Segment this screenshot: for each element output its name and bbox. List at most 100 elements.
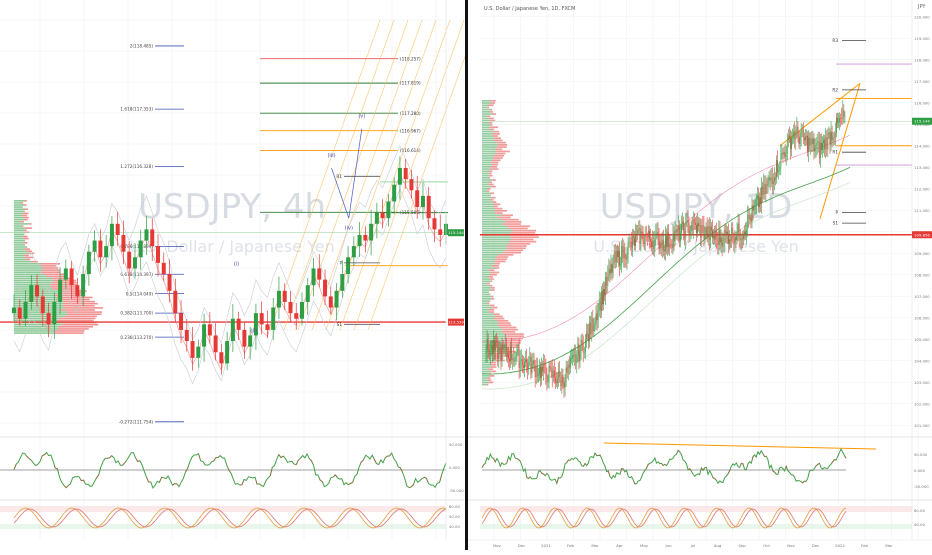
price-tick-label: 113.000 xyxy=(914,165,930,170)
volume-bar-up xyxy=(482,122,488,124)
volume-bar-down xyxy=(488,379,492,381)
candle-body xyxy=(704,226,705,239)
volume-bar-down xyxy=(24,229,26,231)
volume-bar-down xyxy=(491,162,499,164)
volume-bar-up xyxy=(482,349,500,351)
candle-body xyxy=(829,133,830,134)
candle-body xyxy=(837,118,838,123)
candle-body xyxy=(549,366,550,381)
candle-body xyxy=(693,219,694,230)
volume-bar-down xyxy=(23,217,29,219)
price-tick-label: 104.000 xyxy=(914,358,930,363)
volume-bar-down xyxy=(512,230,536,232)
candle-body xyxy=(823,140,824,144)
wave-label: (iv) xyxy=(345,225,353,231)
candle-body xyxy=(505,345,506,348)
volume-bar-down xyxy=(495,208,502,210)
volume-bar-down xyxy=(486,384,488,386)
candle-body xyxy=(590,323,591,334)
candle-body xyxy=(352,246,356,257)
candle-body xyxy=(726,232,727,234)
price-tick-label: 101.000 xyxy=(914,423,930,428)
volume-bar-down xyxy=(494,261,506,263)
candle-body xyxy=(677,229,678,233)
right-chart-pane[interactable]: U.S. Dollar / Japanese Yen, 1D, FXCM USD… xyxy=(468,0,932,550)
volume-bar-down xyxy=(504,333,523,335)
candle-body xyxy=(694,219,695,223)
candle-body xyxy=(660,242,661,249)
volume-bar-down xyxy=(490,109,492,111)
volume-bar-up xyxy=(482,181,489,183)
volume-bar-down xyxy=(44,274,67,276)
candle-body xyxy=(29,285,33,302)
candle-body xyxy=(701,225,702,237)
candle-body xyxy=(754,205,755,210)
candle-body xyxy=(524,362,525,368)
volume-bar-down xyxy=(55,330,85,332)
candle-body xyxy=(679,225,680,241)
candle-body xyxy=(202,324,206,346)
candle-body xyxy=(490,349,491,355)
candle-body xyxy=(816,145,817,148)
candle-body xyxy=(651,241,652,247)
volume-bar-up xyxy=(482,126,490,128)
candle-body xyxy=(807,136,808,152)
candle-body xyxy=(766,185,767,194)
candle-body xyxy=(317,268,321,279)
price-tick-label: 107.000 xyxy=(914,294,930,299)
candle-body xyxy=(519,349,520,368)
candle-body xyxy=(728,234,729,244)
volume-bar-down xyxy=(487,107,489,109)
volume-bar-down xyxy=(487,302,489,304)
volume-bar-down xyxy=(494,131,499,133)
volume-bar-up xyxy=(482,195,490,197)
candle-body xyxy=(537,367,538,377)
candle-body xyxy=(759,197,760,207)
candle-body xyxy=(739,224,740,237)
candle-body xyxy=(798,127,799,136)
candle-body xyxy=(404,168,408,179)
candle-body xyxy=(363,235,367,241)
candle-body xyxy=(596,313,597,323)
stoch-overbought-zone xyxy=(480,506,912,512)
candle-body xyxy=(653,241,654,249)
volume-bar-up xyxy=(482,311,489,313)
candle-body xyxy=(610,269,611,273)
volume-bar-up xyxy=(482,190,486,192)
candle-body xyxy=(682,222,683,224)
candle-body xyxy=(730,239,731,241)
candle-body xyxy=(800,138,801,144)
candle-body xyxy=(763,184,764,195)
volume-bar-up xyxy=(482,111,490,113)
candle-body xyxy=(162,263,166,274)
candle-body xyxy=(559,371,560,377)
volume-bar-down xyxy=(23,213,29,215)
volume-bar-up xyxy=(482,294,490,296)
volume-bar-up xyxy=(482,225,507,227)
volume-bar-up xyxy=(482,118,489,120)
volume-bar-down xyxy=(490,111,492,113)
left-chart-pane[interactable]: USDJPY, 4h U.S. Dollar / Japanese Yen 2(… xyxy=(0,0,478,550)
candle-body xyxy=(827,133,828,150)
volume-bar-up xyxy=(482,265,492,267)
volume-bar-up xyxy=(482,382,488,384)
volume-bar-up xyxy=(482,146,497,148)
pivot-label: R3 xyxy=(832,38,838,43)
volume-bar-up xyxy=(482,113,493,115)
volume-bar-down xyxy=(495,153,505,155)
candle-body xyxy=(805,137,806,141)
volume-bar-down xyxy=(60,297,93,299)
volume-bar-down xyxy=(489,129,494,131)
volume-bar-up xyxy=(482,135,493,137)
volume-bar-up xyxy=(482,131,494,133)
candle-body xyxy=(777,160,778,172)
pane-divider[interactable] xyxy=(465,0,468,550)
volume-bar-up xyxy=(482,177,488,179)
candle-body xyxy=(196,347,200,358)
candle-body xyxy=(817,143,818,145)
candle-body xyxy=(532,364,533,374)
candle-body xyxy=(335,291,339,308)
candle-body xyxy=(646,236,647,237)
